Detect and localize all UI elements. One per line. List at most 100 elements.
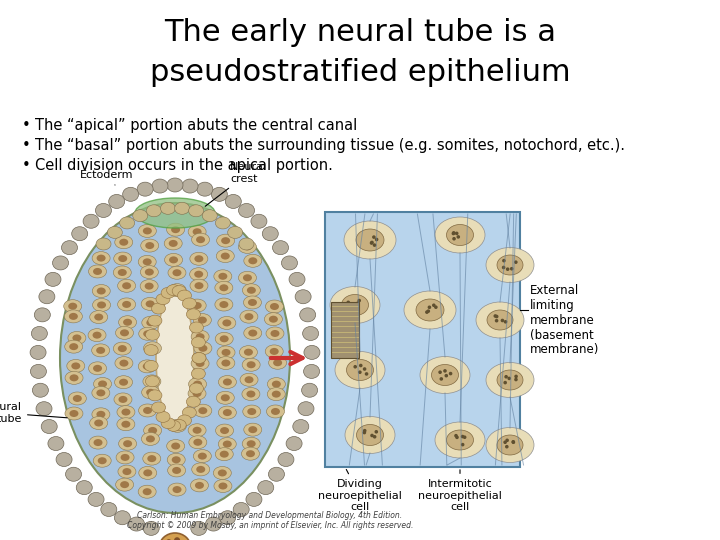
Ellipse shape [30, 346, 46, 360]
Ellipse shape [199, 345, 207, 352]
Ellipse shape [156, 294, 170, 305]
Ellipse shape [69, 410, 78, 417]
Ellipse shape [114, 376, 132, 389]
Text: •: • [22, 158, 31, 173]
Ellipse shape [145, 268, 154, 275]
Ellipse shape [341, 294, 369, 315]
Ellipse shape [83, 214, 99, 228]
Ellipse shape [215, 298, 233, 311]
Circle shape [495, 319, 498, 322]
Ellipse shape [248, 257, 257, 264]
Ellipse shape [182, 298, 197, 309]
Ellipse shape [272, 241, 289, 255]
Ellipse shape [156, 411, 170, 422]
Text: Notochord: Notochord [0, 539, 1, 540]
Ellipse shape [193, 381, 202, 388]
Ellipse shape [96, 238, 111, 250]
Ellipse shape [218, 375, 236, 388]
Ellipse shape [168, 419, 186, 433]
Circle shape [451, 232, 455, 235]
Ellipse shape [220, 451, 229, 458]
Ellipse shape [188, 387, 206, 400]
Ellipse shape [169, 256, 178, 264]
Circle shape [505, 445, 508, 449]
Ellipse shape [243, 296, 261, 309]
Ellipse shape [93, 365, 102, 372]
Ellipse shape [161, 202, 176, 214]
Ellipse shape [94, 314, 103, 321]
Ellipse shape [289, 272, 305, 286]
Ellipse shape [223, 379, 232, 386]
Ellipse shape [221, 394, 230, 401]
Ellipse shape [143, 342, 161, 355]
Ellipse shape [138, 255, 156, 268]
Ellipse shape [30, 364, 46, 379]
Ellipse shape [194, 271, 203, 278]
Ellipse shape [218, 316, 236, 329]
Ellipse shape [132, 210, 148, 222]
Ellipse shape [118, 465, 136, 478]
Ellipse shape [92, 285, 110, 298]
Ellipse shape [129, 517, 145, 531]
Ellipse shape [166, 285, 181, 295]
Ellipse shape [196, 360, 204, 367]
Ellipse shape [241, 447, 259, 460]
Ellipse shape [189, 377, 207, 390]
Text: Neural
tube: Neural tube [0, 402, 67, 424]
Ellipse shape [194, 282, 204, 289]
Ellipse shape [431, 364, 459, 386]
Ellipse shape [143, 363, 152, 370]
Ellipse shape [189, 205, 204, 217]
Ellipse shape [497, 370, 523, 390]
Ellipse shape [167, 178, 183, 192]
Ellipse shape [64, 310, 82, 323]
Ellipse shape [107, 226, 122, 239]
Ellipse shape [143, 488, 152, 495]
Ellipse shape [122, 421, 130, 428]
Ellipse shape [90, 310, 108, 323]
Ellipse shape [240, 373, 258, 386]
Circle shape [432, 303, 436, 307]
Ellipse shape [92, 252, 110, 265]
Ellipse shape [120, 360, 128, 367]
Ellipse shape [161, 287, 175, 299]
Circle shape [370, 241, 374, 244]
Ellipse shape [244, 349, 253, 356]
Ellipse shape [96, 347, 105, 354]
Circle shape [514, 378, 518, 381]
Ellipse shape [330, 287, 380, 323]
Ellipse shape [189, 383, 204, 394]
Ellipse shape [168, 483, 186, 496]
Ellipse shape [270, 303, 279, 310]
Text: The early neural tube is a: The early neural tube is a [164, 18, 556, 47]
Ellipse shape [215, 424, 233, 437]
Ellipse shape [188, 424, 206, 437]
Ellipse shape [69, 313, 78, 320]
Ellipse shape [267, 377, 285, 390]
Ellipse shape [172, 286, 186, 296]
Ellipse shape [115, 326, 133, 339]
Ellipse shape [145, 376, 159, 387]
Ellipse shape [286, 436, 302, 450]
Ellipse shape [143, 330, 152, 338]
Ellipse shape [144, 360, 158, 372]
Ellipse shape [194, 314, 212, 327]
Ellipse shape [228, 226, 243, 239]
Ellipse shape [497, 435, 523, 455]
Ellipse shape [114, 252, 132, 265]
Ellipse shape [191, 357, 209, 370]
Ellipse shape [178, 290, 192, 301]
Ellipse shape [172, 467, 181, 474]
Ellipse shape [222, 349, 230, 356]
Ellipse shape [217, 346, 235, 359]
Ellipse shape [191, 522, 207, 535]
Ellipse shape [122, 468, 132, 475]
Ellipse shape [198, 316, 207, 323]
Ellipse shape [190, 279, 208, 292]
Ellipse shape [247, 361, 256, 368]
Circle shape [425, 310, 428, 314]
Ellipse shape [222, 320, 231, 327]
Text: Intermitotic
neuroepithelial
cell: Intermitotic neuroepithelial cell [418, 470, 502, 512]
Ellipse shape [141, 433, 159, 446]
Ellipse shape [244, 327, 262, 340]
